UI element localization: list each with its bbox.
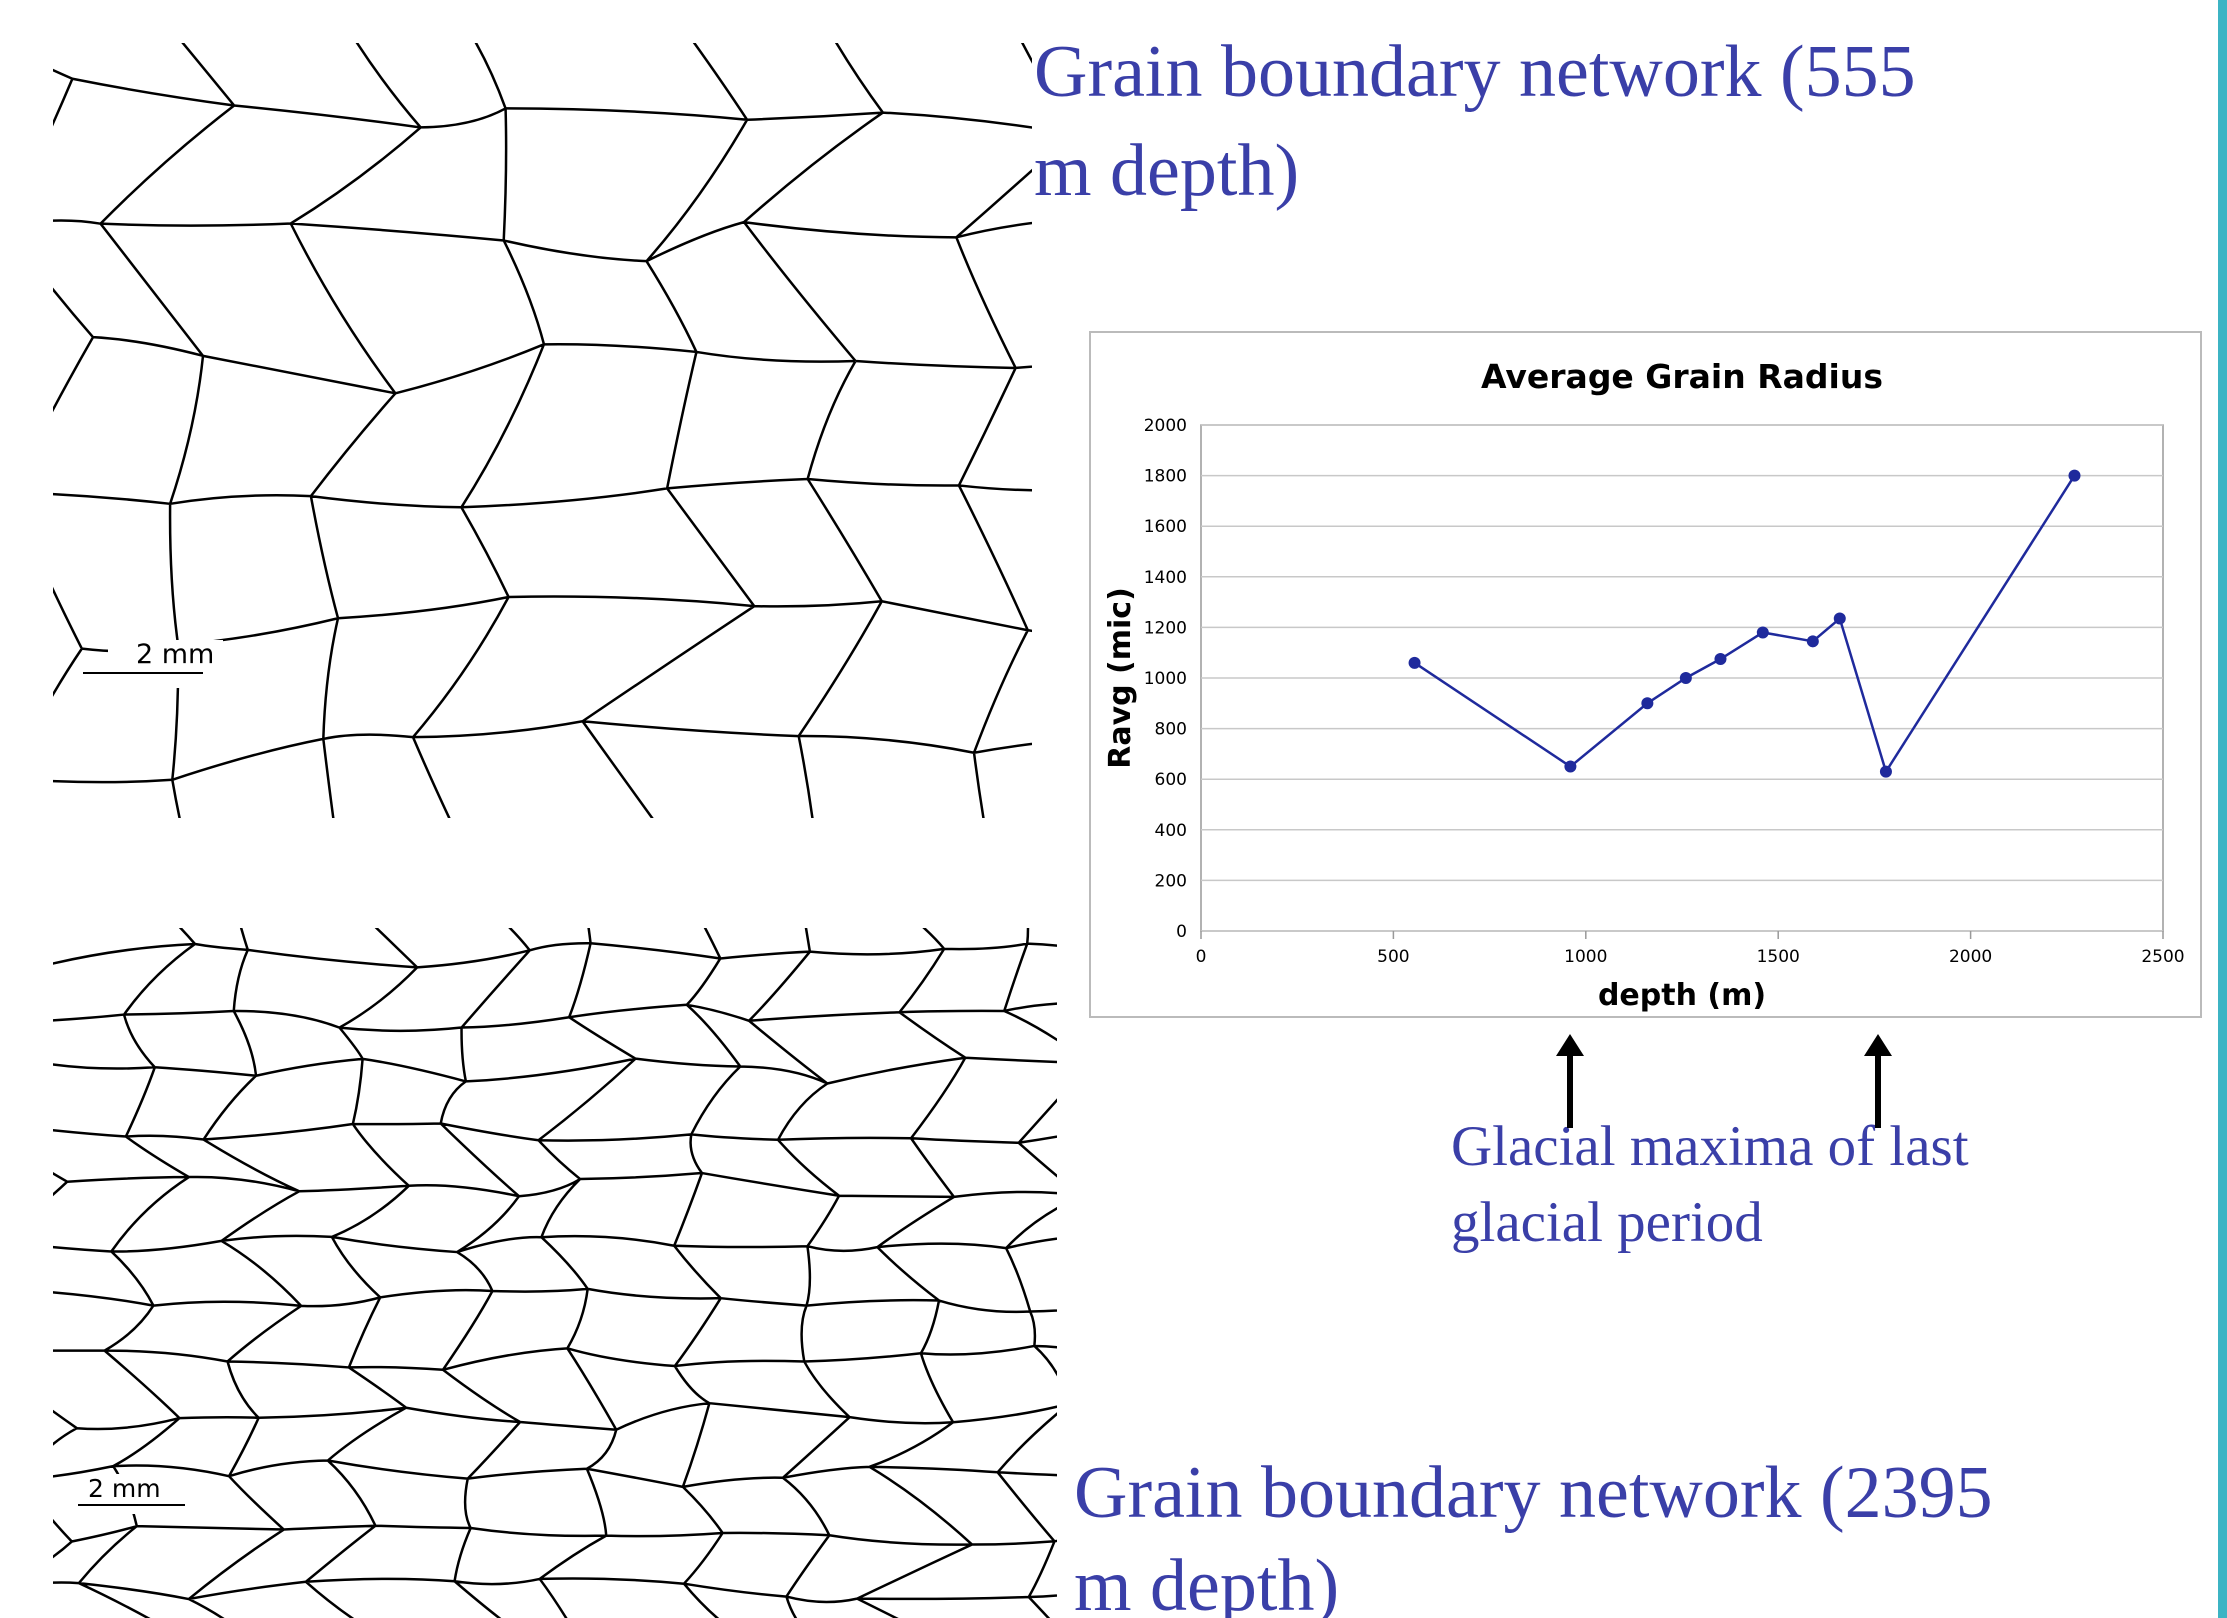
y-tick-label: 1800 xyxy=(1144,467,1187,487)
point xyxy=(1880,766,1892,778)
x-tick-label: 1500 xyxy=(1757,947,1800,967)
y-tick-label: 1600 xyxy=(1144,517,1187,537)
x-tick-label: 1000 xyxy=(1564,947,1607,967)
point xyxy=(2068,470,2080,482)
arrow xyxy=(1556,1034,1584,1128)
slide: 2 mm 2 mm Grain boundary network (555 m … xyxy=(0,0,2227,1618)
scale-label: 2 mm xyxy=(88,1474,161,1503)
point xyxy=(1757,626,1769,638)
x-tick-label: 0 xyxy=(1196,947,1207,967)
arrow xyxy=(1864,1034,1892,1128)
chart-title: Average Grain Radius xyxy=(1481,357,1883,396)
y-tick-label: 600 xyxy=(1155,770,1187,790)
y-tick-label: 0 xyxy=(1176,922,1187,942)
grain-image-top xyxy=(0,0,1206,913)
x-tick-label: 500 xyxy=(1377,947,1409,967)
y-tick-label: 2000 xyxy=(1144,416,1187,436)
grain-boundaries xyxy=(0,0,1206,913)
x-axis-label: depth (m) xyxy=(1598,978,1766,1013)
point xyxy=(1807,635,1819,647)
caption: m depth) xyxy=(1034,130,1299,212)
chart-frame xyxy=(1090,332,2201,1017)
annotation: glacial period xyxy=(1451,1191,1763,1254)
x-tick-label: 2000 xyxy=(1949,947,1992,967)
point xyxy=(1564,761,1576,773)
point xyxy=(1409,657,1421,669)
x-tick-label: 2500 xyxy=(2141,947,2184,967)
caption: Grain boundary network (2395 xyxy=(1074,1452,1993,1534)
y-tick-label: 400 xyxy=(1155,821,1187,841)
point xyxy=(1641,697,1653,709)
y-tick-label: 1200 xyxy=(1144,618,1187,638)
y-tick-label: 1400 xyxy=(1144,568,1187,588)
annotation: Glacial maxima of last xyxy=(1451,1115,1969,1178)
point xyxy=(1714,653,1726,665)
caption: Grain boundary network (555 xyxy=(1034,31,1916,113)
caption: m depth) xyxy=(1074,1545,1339,1618)
point xyxy=(1834,613,1846,625)
y-axis-label: Ravg (mic) xyxy=(1103,587,1138,769)
y-tick-label: 1000 xyxy=(1144,669,1187,689)
point xyxy=(1680,672,1692,684)
scale-label: 2 mm xyxy=(136,639,214,670)
edge-bar xyxy=(2218,0,2227,1618)
y-tick-label: 200 xyxy=(1155,871,1187,891)
y-tick-label: 800 xyxy=(1155,720,1187,740)
